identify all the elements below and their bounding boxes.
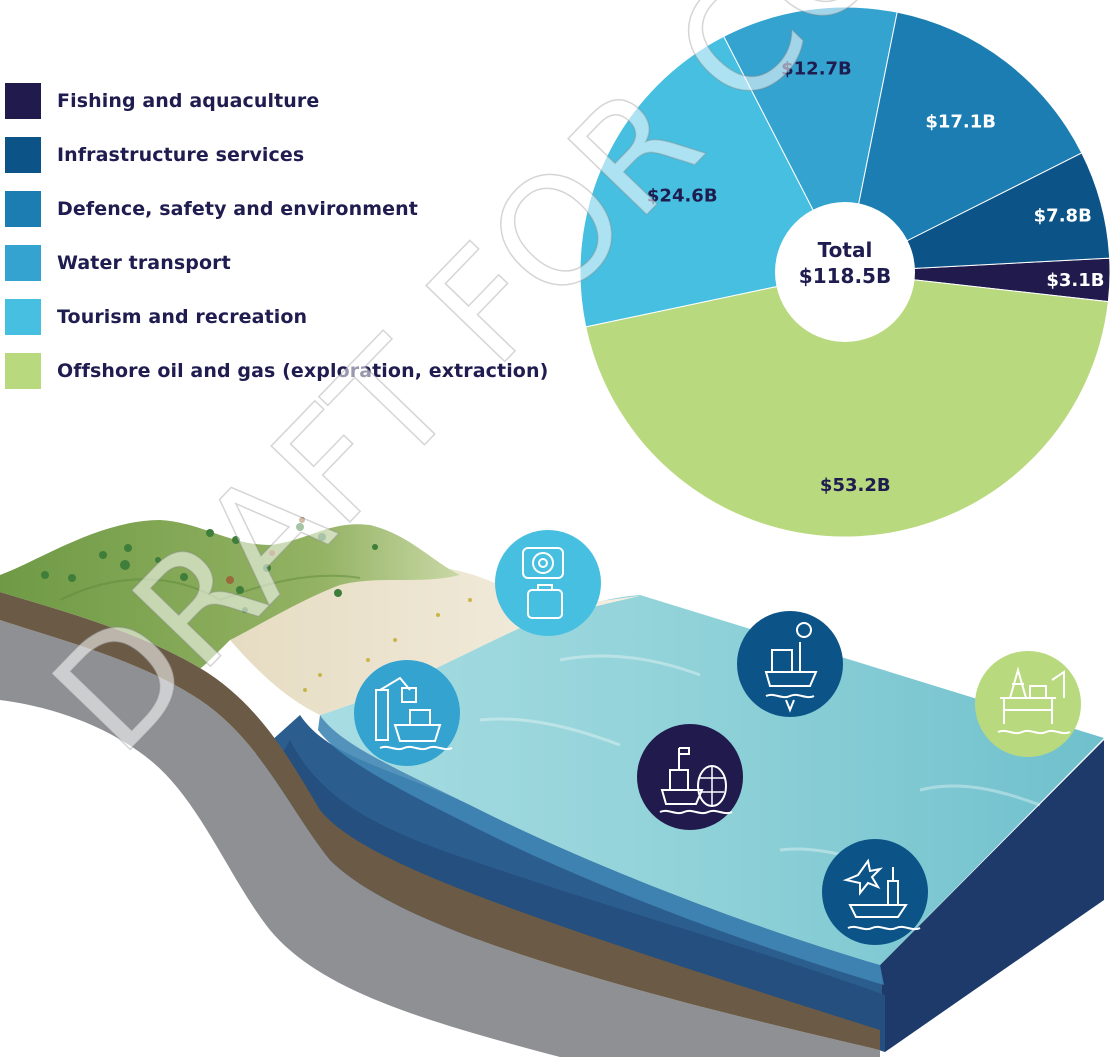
hill-ridge [59,574,361,602]
legend-swatch [5,353,41,389]
pie-center-hole [775,202,915,342]
legend-label: Defence, safety and environment [57,198,418,220]
rock-base [0,620,880,1057]
pie-slice [844,152,1110,273]
fishing-icon [637,724,743,830]
pie-center: Total $118.5B [775,202,915,342]
legend-label: Infrastructure services [57,144,305,166]
legend-item: Water transport [5,236,548,290]
legend-label: Water transport [57,252,231,274]
pie-slice-label: $12.7B [781,58,852,79]
legend-swatch [5,245,41,281]
legend-item: Tourism and recreation [5,290,548,344]
pie-slice-label: $3.1B [1046,270,1104,291]
infrastructure-icon [737,611,843,717]
legend-swatch [5,299,41,335]
legend-swatch [5,191,41,227]
pie-center-title: Total [818,238,873,262]
pie-labels: $3.1B $53.2B $24.6B $12.7B $17.1B $7.8B [647,58,1105,495]
legend-item: Fishing and aquaculture [5,74,548,128]
legend-label: Offshore oil and gas (exploration, extra… [57,360,549,382]
soil-band [0,592,880,1050]
legend-item: Infrastructure services [5,128,548,182]
trees [41,523,378,613]
legend-label: Tourism and recreation [57,306,308,328]
tourism-icon [495,530,601,636]
legend-swatch [5,137,41,173]
seabed-layer [262,740,885,1052]
tree-trunks [226,517,305,584]
sea-block-side [880,740,1104,1052]
sector-icons [354,530,1081,945]
pie-slice-label: $17.1B [925,111,996,132]
hills [0,520,460,669]
water-shade [318,715,884,985]
offshore-oil-gas-icon [975,651,1081,757]
legend-label: Fishing and aquaculture [57,90,320,112]
pie-slice [844,11,1083,273]
pie-slice [585,271,1109,538]
water-transport-icon [354,660,460,766]
pie-slice-label: $53.2B [820,475,891,496]
pie-chart [579,6,1110,538]
legend-item: Offshore oil and gas (exploration, extra… [5,344,548,398]
beach-people [303,598,472,692]
pie-slice-label: $24.6B [647,186,718,207]
pie-center-total: $118.5B [799,264,891,288]
defence-icon [822,839,928,945]
legend: Fishing and aquaculture Infrastructure s… [5,74,548,398]
legend-swatch [5,83,41,119]
legend-item: Defence, safety and environment [5,182,548,236]
pie-slice-label: $7.8B [1034,205,1092,226]
